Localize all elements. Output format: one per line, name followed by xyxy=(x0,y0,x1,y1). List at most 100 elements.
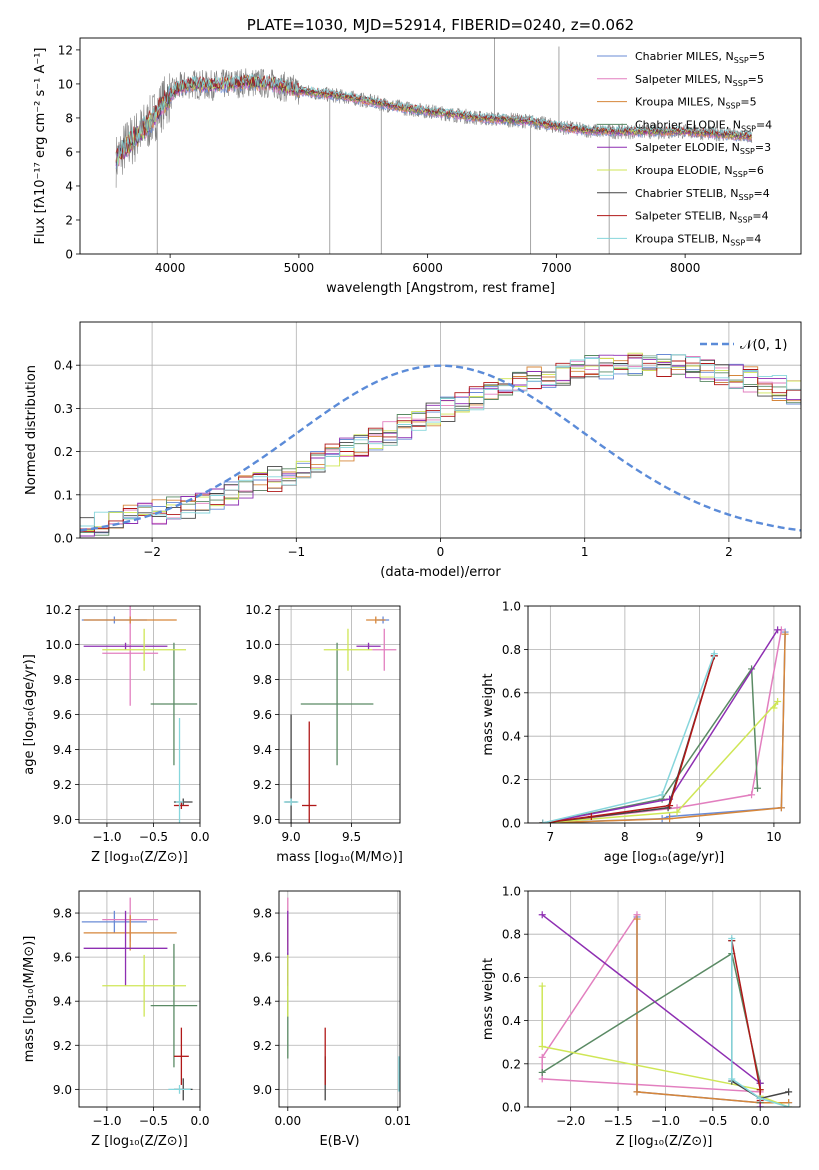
y-tick-label: 9.8 xyxy=(53,907,72,921)
y-tick-label: 10.2 xyxy=(45,603,72,617)
x-tick-label: 9 xyxy=(696,830,704,844)
point-salpeter-miles xyxy=(538,1053,546,1061)
x-tick-label: 0.00 xyxy=(274,1114,301,1128)
x-tick-label: 0.01 xyxy=(384,1114,411,1128)
point-salpeter-miles xyxy=(538,1075,546,1083)
y-tick-label: 10.0 xyxy=(45,638,72,652)
point-chabrier-stelib xyxy=(785,1088,793,1096)
point-kroupa-miles xyxy=(777,804,785,812)
x-tick-label: 0.0 xyxy=(751,1114,770,1128)
series-line-salpeter-elodie xyxy=(541,914,761,1107)
axes-frame xyxy=(278,605,401,824)
y-axis-label: mass weight xyxy=(481,673,496,755)
x-tick-label: 4000 xyxy=(155,261,186,275)
plot-area-age-vs-mass xyxy=(279,606,400,823)
y-tick-label: 0.8 xyxy=(502,643,521,657)
gaussian-curve xyxy=(80,364,801,532)
point-salpeter-stelib xyxy=(756,1086,764,1094)
legend-label-chabrier-elodie: Chabrier ELODIE, NSSP=4 xyxy=(635,118,772,133)
y-tick-label: 9.8 xyxy=(53,673,72,687)
y-tick-label: 9.6 xyxy=(53,951,72,965)
axes-frame xyxy=(527,605,801,824)
y-tick-label: 9.4 xyxy=(253,995,272,1009)
y-tick-label: 0.0 xyxy=(502,817,521,831)
point-salpeter-miles xyxy=(748,791,756,799)
plot-area-mass-vs-EBV xyxy=(279,891,400,1107)
axes-frame xyxy=(78,890,201,1108)
y-axis-label: mass weight xyxy=(481,958,496,1040)
plot-area-age-vs-Z xyxy=(79,606,200,823)
series-line-kroupa-elodie xyxy=(542,700,779,823)
point-chabrier-elodie xyxy=(754,784,762,792)
panel-mass-weight-vs-Z: −2.0 −1.5 −1.0 −0.5 0.0 0.0 0.2 0.4 0.6 0.8 1.0 Z [… xyxy=(481,885,801,1149)
y-tick-label: 0.4 xyxy=(502,730,521,744)
point-kroupa-stelib xyxy=(785,1103,793,1107)
x-tick-label: 0.0 xyxy=(190,1114,209,1128)
axes-frame xyxy=(79,37,802,255)
y-axis-label: Flux [fλ10⁻¹⁷ erg cm⁻² s⁻¹ A⁻¹] xyxy=(33,48,48,245)
x-tick-label: 1 xyxy=(581,545,589,559)
axes-frame xyxy=(527,890,801,1108)
plot-area-mass-weight-vs-Z xyxy=(528,891,800,1107)
y-tick-label: 8 xyxy=(65,111,73,125)
x-axis-label: E(B-V) xyxy=(319,1134,359,1149)
y-tick-label: 9.4 xyxy=(53,995,72,1009)
plot-area-spectrum xyxy=(115,38,753,254)
panel-age-vs-Z: −1.0 −0.5 0.0 9.0 9.2 9.4 9.6 9.8 10.0 10.2 Z [log… xyxy=(22,603,210,865)
point-salpeter-stelib xyxy=(587,812,595,820)
x-tick-label: 7000 xyxy=(541,261,572,275)
y-tick-label: 0.2 xyxy=(54,445,73,459)
panel-age-vs-mass: 9.0 9.5 9.0 9.2 9.4 9.6 9.8 10.0 10.2 mass [log₁₀… xyxy=(245,603,402,865)
legend-label-kroupa-stelib: Kroupa STELIB, NSSP=4 xyxy=(635,232,761,247)
point-salpeter-stelib xyxy=(666,802,674,810)
x-tick-label: 8 xyxy=(621,830,629,844)
y-tick-label: 0.4 xyxy=(54,359,73,373)
legend-label-kroupa-miles: Kroupa MILES, NSSP=5 xyxy=(635,96,757,111)
x-tick-label: 7 xyxy=(547,830,555,844)
point-salpeter-elodie xyxy=(774,626,782,634)
y-tick-label: 9.2 xyxy=(253,778,272,792)
legend-label-chabrier-stelib: Chabrier STELIB, NSSP=4 xyxy=(635,187,770,202)
x-tick-label: 9.5 xyxy=(342,830,361,844)
point-kroupa-elodie xyxy=(774,697,782,705)
y-tick-label: 4 xyxy=(65,179,73,193)
panel-spectrum: 4000 5000 6000 7000 8000 0 2 4 6 8 10 12 wavelength … xyxy=(33,16,802,296)
y-axis-label: age [log₁₀(age/yr)] xyxy=(22,654,37,775)
legend: Chabrier MILES, NSSP=5 Salpeter MILES, NS… xyxy=(597,50,772,247)
point-salpeter-elodie xyxy=(538,911,546,919)
point-kroupa-miles xyxy=(666,815,674,823)
axes-frame xyxy=(79,321,802,539)
x-axis-label: Z [log₁₀(Z/Z⊙)] xyxy=(91,1134,188,1149)
x-tick-label: −1 xyxy=(287,545,305,559)
legend-label-salpeter-elodie: Salpeter ELODIE, NSSP=3 xyxy=(635,141,771,156)
model-line-kroupa-stelib xyxy=(115,73,753,166)
x-tick-label: −2.0 xyxy=(556,1114,585,1128)
legend-label-gaussian: 𝒩(0, 1) xyxy=(740,338,787,353)
y-tick-label: 0.0 xyxy=(502,1101,521,1115)
x-tick-label: 0 xyxy=(437,545,445,559)
series-line-kroupa-stelib xyxy=(731,938,789,1107)
y-tick-label: 0.2 xyxy=(502,773,521,787)
plot-area-residuals xyxy=(80,322,801,538)
point-kroupa-elodie xyxy=(538,982,546,990)
x-tick-label: −2 xyxy=(143,545,161,559)
series-line-kroupa-miles xyxy=(542,634,786,823)
y-tick-label: 12 xyxy=(58,43,73,57)
y-tick-label: 0.6 xyxy=(502,971,521,985)
point-kroupa-miles xyxy=(633,1088,641,1096)
y-tick-label: 1.0 xyxy=(502,600,521,614)
x-axis-label: age [log₁₀(age/yr)] xyxy=(604,850,725,865)
point-kroupa-miles xyxy=(633,915,641,923)
legend-label-salpeter-miles: Salpeter MILES, NSSP=5 xyxy=(635,73,764,88)
legend-label-kroupa-elodie: Kroupa ELODIE, NSSP=6 xyxy=(635,164,764,179)
x-tick-label: 2 xyxy=(725,545,733,559)
y-tick-label: 9.4 xyxy=(53,743,72,757)
y-tick-label: 9.6 xyxy=(53,708,72,722)
x-tick-label: 10 xyxy=(766,830,781,844)
point-kroupa-miles xyxy=(781,630,789,638)
y-axis-label: mass [log₁₀(M/M⊙)] xyxy=(22,936,37,1063)
x-axis-label: wavelength [Angstrom, rest frame] xyxy=(326,281,555,296)
y-tick-label: 0 xyxy=(65,248,73,262)
point-kroupa-elodie xyxy=(538,1043,546,1051)
